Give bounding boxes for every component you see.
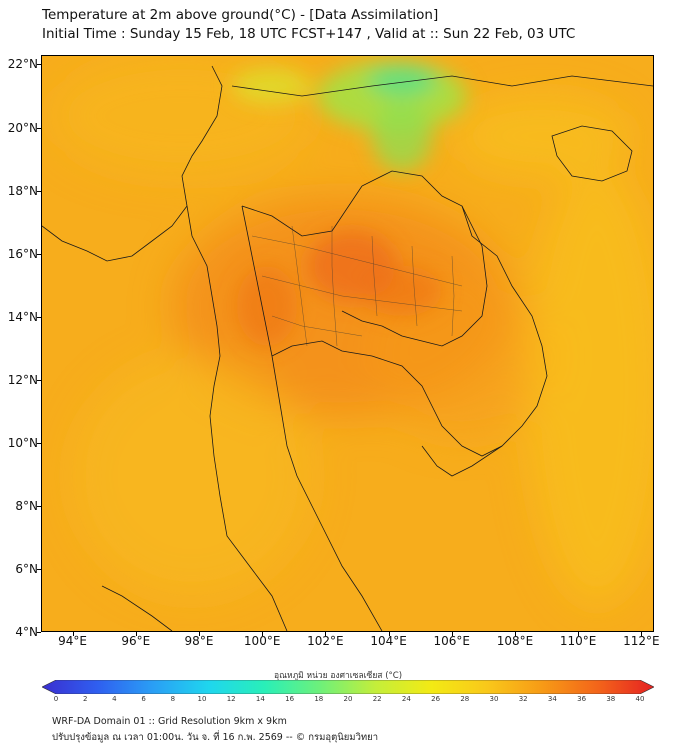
latitude-tick — [37, 632, 41, 633]
temperature-colorbar — [42, 680, 654, 694]
longitude-tick — [325, 632, 327, 636]
colorbar-tick-label: 32 — [518, 695, 528, 703]
coastlines-and-borders — [42, 65, 653, 631]
longitude-tick — [451, 632, 453, 636]
latitude-tick — [37, 442, 41, 444]
latitude-label: 8°N — [15, 498, 38, 513]
latitude-tick — [37, 253, 41, 255]
colorbar-tick-label: 20 — [343, 695, 353, 703]
colorbar-tick-label: 0 — [53, 695, 59, 703]
longitude-tick — [262, 632, 264, 636]
latitude-label: 10°N — [7, 435, 38, 450]
longitude-tick — [72, 632, 74, 636]
longitude-tick — [388, 632, 390, 636]
map-subtitle: Initial Time : Sunday 15 Feb, 18 UTC FCS… — [42, 26, 576, 42]
colorbar-tick-label: 34 — [547, 695, 557, 703]
colorbar-tick-label: 4 — [112, 695, 117, 703]
longitude-label: 112°E — [623, 634, 660, 648]
latitude-label: 20°N — [7, 120, 38, 135]
latitude-tick — [37, 190, 41, 192]
footer-model-info: WRF-DA Domain 01 :: Grid Resolution 9km … — [52, 716, 287, 727]
latitude-label: 16°N — [7, 246, 38, 261]
colorbar-tick-label: 24 — [401, 695, 411, 703]
latitude-tick — [37, 316, 41, 318]
colorbar-tick-label: 18 — [314, 695, 324, 703]
colorbar-tick-label: 16 — [285, 695, 295, 703]
longitude-tick — [514, 632, 516, 636]
colorbar-tick-label: 10 — [197, 695, 207, 703]
colorbar-tick-label: 8 — [170, 695, 176, 703]
colorbar-title: อุณหภูมิ หน่วย องศาเซลเซียส (°C) — [273, 671, 403, 681]
latitude-tick — [37, 127, 41, 129]
colorbar-tick-label: 36 — [577, 695, 587, 703]
colorbar-tick-label: 40 — [635, 695, 645, 703]
latitude-tick — [37, 64, 41, 66]
latitude-label: 6°N — [15, 561, 38, 576]
longitude-label: 110°E — [559, 634, 597, 648]
longitude-tick — [641, 632, 643, 636]
latitude-label: 18°N — [7, 183, 38, 198]
colorbar-tick-label: 28 — [460, 695, 470, 703]
footer-update-info: ปรับปรุงข้อมูล ณ เวลา 01:00น. วัน จ. ที่… — [52, 732, 379, 743]
longitude-label: 108°E — [496, 634, 534, 648]
longitude-label: 94°E — [58, 634, 88, 648]
longitude-tick — [135, 632, 137, 636]
colorbar-tick-label: 22 — [372, 695, 382, 703]
latitude-label: 4°N — [15, 625, 38, 639]
temperature-gradient — [52, 56, 653, 606]
longitude-label: 106°E — [433, 634, 471, 648]
longitude-tick — [578, 632, 580, 636]
colorbar-gradient — [42, 680, 654, 694]
temperature-map — [41, 55, 654, 632]
latitude-tick — [37, 379, 41, 381]
longitude-label: 104°E — [370, 634, 407, 648]
latitude-tick — [37, 568, 41, 570]
latitude-label: 22°N — [7, 57, 38, 72]
longitude-label: 100°E — [243, 634, 281, 648]
colorbar-tick-label: 2 — [82, 695, 88, 703]
latitude-tick — [37, 505, 41, 507]
colorbar-tick-label: 26 — [431, 695, 441, 703]
colorbar-tick-label: 30 — [489, 695, 499, 703]
longitude-tick — [198, 632, 200, 636]
latitude-label: 12°N — [7, 372, 38, 387]
colorbar-tick-label: 6 — [141, 695, 146, 703]
colorbar-tick-label: 12 — [226, 695, 236, 703]
latitude-label: 14°N — [7, 309, 38, 324]
longitude-label: 96°E — [121, 634, 151, 648]
colorbar-tick-label: 14 — [255, 695, 265, 703]
province-boundaries — [251, 225, 463, 347]
colorbar-tick-label: 38 — [606, 695, 616, 703]
longitude-label: 102°E — [307, 634, 344, 648]
longitude-label: 98°E — [184, 634, 214, 648]
map-title: Temperature at 2m above ground(°C) - [Da… — [42, 7, 439, 23]
temperature-map-canvas — [42, 56, 653, 631]
